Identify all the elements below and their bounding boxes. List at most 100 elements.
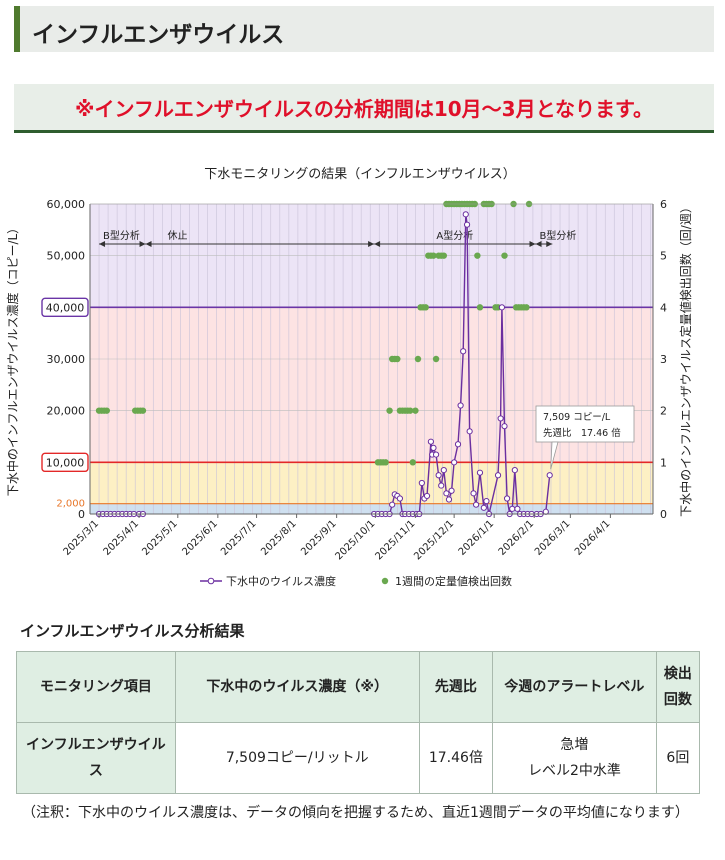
alert-level-description: レベル2中水準	[527, 763, 621, 779]
header-alert-level: 今週のアラートレベル	[492, 651, 657, 723]
count-point	[432, 355, 440, 363]
concentration-point	[514, 505, 521, 512]
x-tick-label: 2025/4/1	[102, 518, 142, 558]
concentration-point	[511, 466, 518, 474]
y2-tick-label: 1	[660, 456, 667, 469]
cell-ratio: 17.46倍	[418, 722, 494, 794]
x-tick-label: 2026/2/1	[497, 518, 537, 558]
y-tick-label: 0	[78, 508, 85, 521]
concentration-point	[440, 466, 447, 474]
x-tick-label: 2026/3/1	[533, 518, 573, 558]
threshold-label-0: 2,000	[56, 499, 85, 510]
page-heading-text: インフルエンザウイルス	[32, 22, 285, 48]
x-tick-label: 2026/1/1	[457, 518, 497, 558]
legend-count-marker	[381, 577, 389, 585]
concentration-point	[546, 472, 553, 479]
period-arrowhead-left-1	[145, 241, 152, 247]
period-arrowhead-right-3	[546, 241, 553, 247]
count-point	[476, 304, 484, 311]
concentration-point	[480, 504, 487, 511]
concentration-point	[470, 490, 477, 497]
concentration-point	[457, 402, 464, 409]
cell-count: 6回	[655, 722, 701, 794]
concentration-point	[497, 415, 504, 422]
concentration-point	[460, 348, 467, 355]
y2-tick-label: 3	[660, 353, 667, 366]
count-point	[409, 459, 417, 466]
concentration-point	[438, 482, 445, 489]
threshold-label-1: 10,000	[46, 456, 85, 469]
annotation-line-1: 7,509 コピー/L	[543, 412, 611, 423]
notice-text: ※インフルエンザウイルスの分析期間は10月～3月となります。	[75, 97, 653, 121]
results-title: インフルエンザウイルス分析結果	[20, 622, 245, 640]
count-point	[414, 355, 422, 363]
legend-count-label: 1週間の定量値検出回数	[395, 574, 512, 588]
period-arrowhead-right-1	[368, 241, 375, 247]
count-point	[103, 407, 110, 414]
x-tick-label: 2025/11/1	[373, 518, 417, 562]
concentration-point	[445, 496, 453, 503]
y-tick-label: 30,000	[47, 353, 86, 366]
y-tick-label: 60,000	[47, 198, 86, 211]
analysis-period-notice: ※インフルエンザウイルスの分析期間は10月～3月となります。	[14, 84, 714, 133]
y2-tick-label: 2	[660, 405, 667, 418]
concentration-point	[463, 221, 471, 228]
concentration-point	[427, 438, 434, 445]
annotation-pointer	[550, 441, 559, 470]
period-label-2: A型分析	[436, 229, 473, 242]
concentration-point	[472, 501, 480, 508]
period-label-3: B型分析	[539, 229, 576, 242]
count-point	[523, 304, 530, 311]
annotation-line-2: 先週比 17.46 倍	[543, 427, 621, 439]
x-tick-label: 2025/7/1	[219, 518, 259, 558]
wastewater-chart: 下水モニタリングの結果（インフルエンザウイルス） 2,000 10,000 40,0…	[5, 167, 693, 588]
annotation-box	[535, 405, 635, 443]
header-item: モニタリング項目	[16, 651, 176, 723]
concentration-point	[418, 479, 425, 487]
count-point	[407, 407, 414, 414]
concentration-point	[430, 444, 437, 451]
period-arrowhead-left-3	[535, 241, 542, 247]
count-point	[382, 459, 389, 466]
legend-concentration-marker	[207, 577, 215, 585]
y2-axis-title: 下水中のインフルエンザウイルス定量値検出回数（回/週）	[678, 201, 693, 517]
alert-band-0	[90, 503, 653, 514]
count-point	[394, 355, 401, 363]
concentration-point	[498, 304, 506, 311]
count-point	[412, 407, 419, 414]
header-ratio: 先週比	[418, 651, 494, 723]
x-tick-label: 2025/10/1	[333, 518, 377, 562]
x-tick-label: 2025/5/1	[140, 518, 180, 558]
concentration-point	[466, 428, 473, 435]
alert-level-status: 急増	[560, 737, 589, 753]
concentration-point	[389, 501, 396, 508]
period-label-1: 休止	[168, 230, 188, 242]
concentration-point	[443, 490, 450, 497]
threshold-label-box-2	[41, 297, 89, 318]
results-table: モニタリング項目 下水中のウイルス濃度（※） 先週比 今週のアラートレベル 検出…	[16, 651, 701, 794]
count-point	[501, 252, 508, 259]
legend-concentration-label: 下水中のウイルス濃度	[226, 574, 336, 588]
x-tick-label: 2025/9/1	[299, 518, 339, 558]
y-tick-label: 50,000	[47, 250, 86, 263]
cell-alert-level: 急増 レベル2中水準	[492, 722, 657, 794]
y2-tick-label: 4	[660, 301, 667, 314]
period-arrowhead-right-2	[529, 241, 536, 247]
page-heading: インフルエンザウイルス	[14, 6, 714, 52]
header-concentration: 下水中のウイルス濃度（※）	[174, 651, 420, 723]
period-arrowhead-left-0	[99, 241, 106, 247]
count-point	[386, 407, 393, 414]
count-point	[430, 252, 437, 259]
count-point	[139, 407, 147, 414]
concentration-point	[503, 495, 511, 502]
chart-title: 下水モニタリングの結果（インフルエンザウイルス）	[204, 167, 516, 182]
threshold-label-box-1	[41, 452, 89, 473]
concentration-point	[483, 497, 490, 505]
x-tick-label: 2026/4/1	[573, 518, 613, 558]
cell-concentration: 7,509コピー/リットル	[174, 722, 420, 794]
y-axis-title: 下水中のインフルエンザウイルス濃度（コピー/L）	[5, 222, 20, 496]
table-header-row: モニタリング項目 下水中のウイルス濃度（※） 先週比 今週のアラートレベル 検出…	[16, 651, 701, 723]
x-tick-label: 2025/3/1	[62, 518, 102, 558]
table-row: インフルエンザウイルス 7,509コピー/リットル 17.46倍 急増 レベル2…	[16, 722, 701, 794]
count-point	[440, 252, 448, 259]
